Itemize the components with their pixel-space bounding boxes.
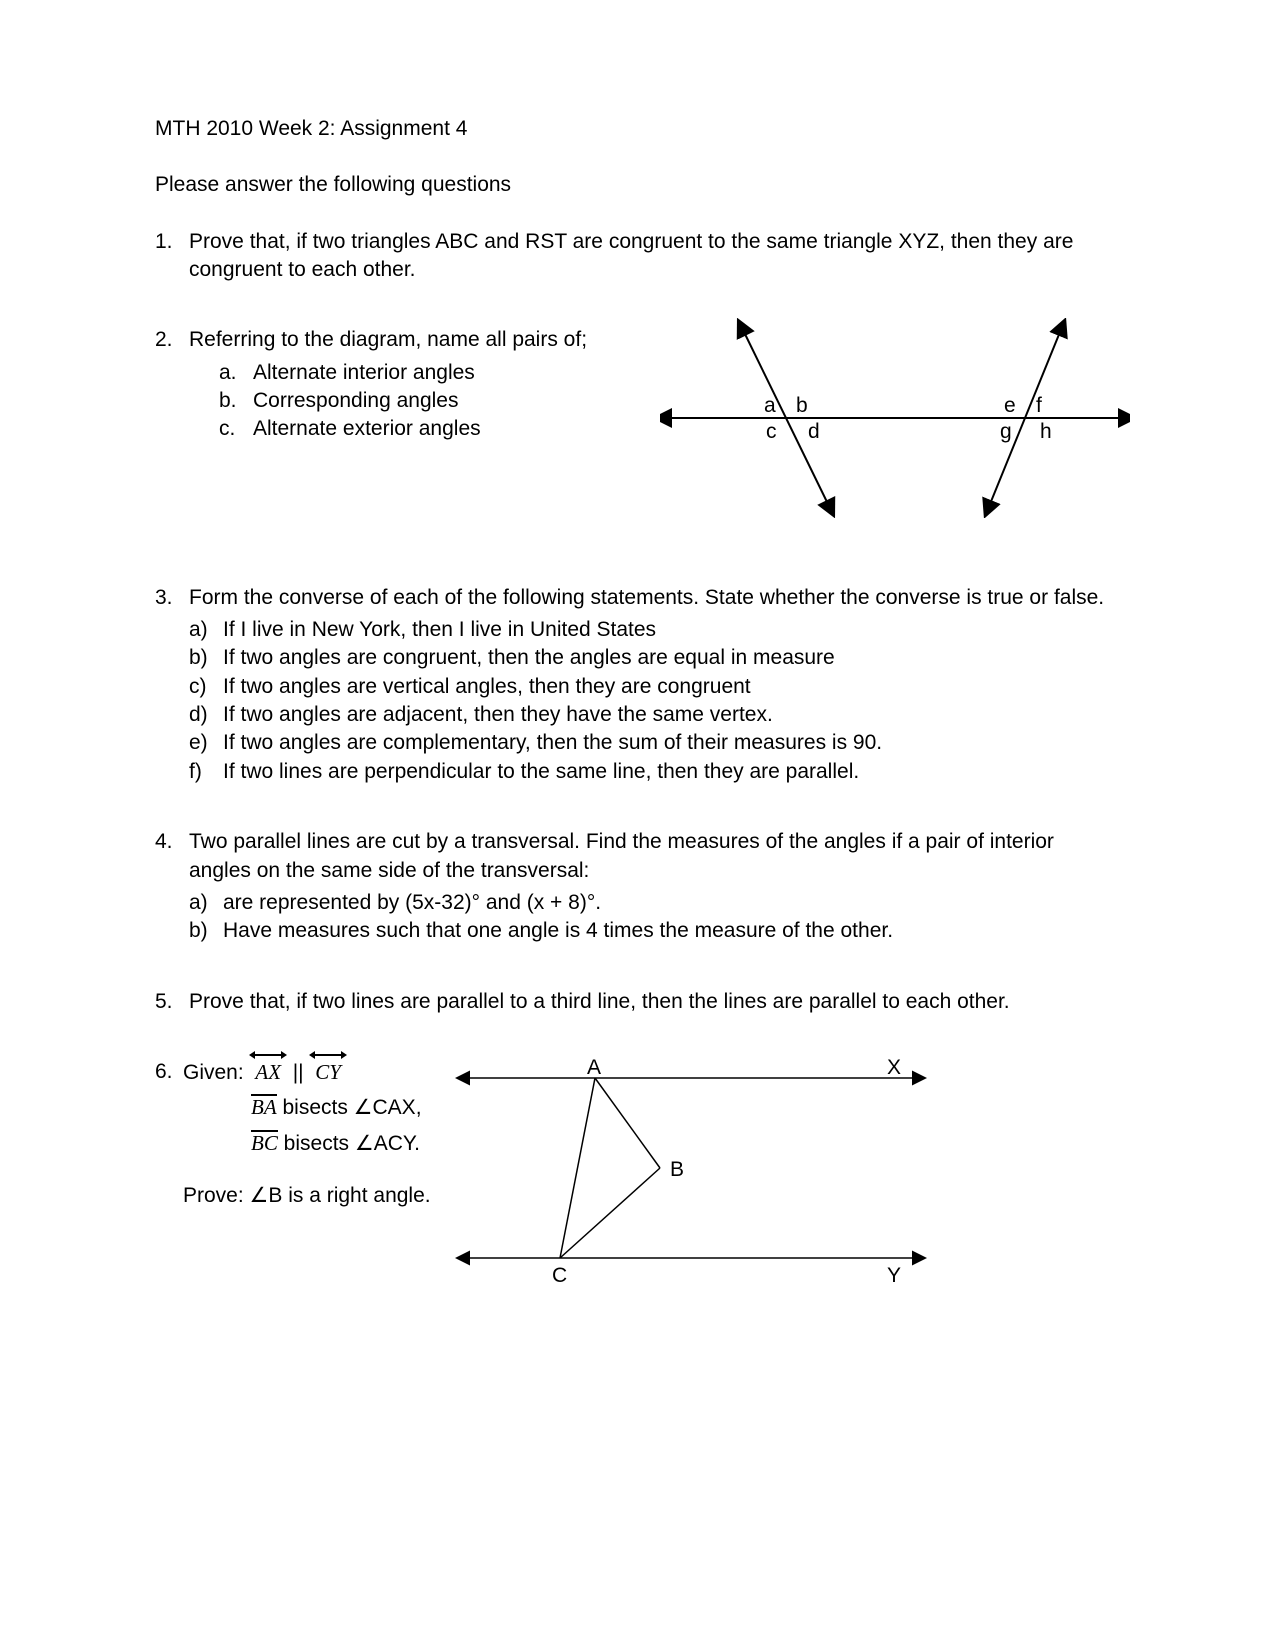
label-h: h — [1040, 420, 1052, 443]
label-A: A — [587, 1058, 601, 1079]
q2a-text: Alternate interior angles — [253, 359, 475, 387]
q4-stem: Two parallel lines are cut by a transver… — [189, 828, 1120, 885]
q1-text: Prove that, if two triangles ABC and RST… — [189, 228, 1120, 285]
q1-number: 1. — [155, 228, 189, 285]
q3-stem: Form the converse of each of the followi… — [189, 584, 1120, 612]
q3-number: 3. — [155, 584, 189, 786]
ba-text: BA — [251, 1095, 277, 1119]
label-b: b — [796, 394, 808, 417]
page-title: MTH 2010 Week 2: Assignment 4 — [155, 115, 1120, 143]
q2c-text: Alternate exterior angles — [253, 415, 481, 443]
q3c-label: c) — [189, 673, 223, 701]
q4-item-b: b)Have measures such that one angle is 4… — [189, 917, 1120, 945]
q3d-label: d) — [189, 701, 223, 729]
ba-bisects-text: bisects ∠CAX, — [277, 1096, 422, 1119]
instructions: Please answer the following questions — [155, 171, 1120, 199]
page: MTH 2010 Week 2: Assignment 4 Please ans… — [0, 0, 1275, 1210]
q3-item-c: c)If two angles are vertical angles, the… — [189, 673, 1120, 701]
q3-item-d: d)If two angles are adjacent, then they … — [189, 701, 1120, 729]
q2a-label: a. — [219, 359, 253, 387]
segment-cy: CY — [315, 1058, 341, 1086]
q6-diagram: A X B C Y — [455, 1058, 935, 1278]
q3-item-b: b)If two angles are congruent, then the … — [189, 644, 1120, 672]
q2-number: 2. — [155, 326, 189, 443]
q3f-label: f) — [189, 758, 223, 786]
q4a-label: a) — [189, 889, 223, 917]
label-e: e — [1004, 394, 1016, 417]
q3-item-e: e)If two angles are complementary, then … — [189, 729, 1120, 757]
q3f-text: If two lines are perpendicular to the sa… — [223, 758, 859, 786]
q3e-label: e) — [189, 729, 223, 757]
label-X: X — [887, 1058, 901, 1079]
question-5: 5. Prove that, if two lines are parallel… — [155, 988, 1120, 1016]
label-c: c — [766, 420, 777, 443]
q6-number: 6. — [155, 1058, 183, 1210]
bc-bisects-text: bisects ∠ACY. — [278, 1132, 420, 1155]
q4a-text: are represented by (5x-32)° and (x + 8)°… — [223, 889, 601, 917]
q5-text: Prove that, if two lines are parallel to… — [189, 988, 1120, 1016]
label-d: d — [808, 420, 820, 443]
q3b-text: If two angles are congruent, then the an… — [223, 644, 835, 672]
q3b-label: b) — [189, 644, 223, 672]
label-a: a — [764, 394, 776, 417]
cy-text: CY — [315, 1060, 341, 1084]
q3a-text: If I live in New York, then I live in Un… — [223, 616, 656, 644]
overline-icon — [251, 1130, 278, 1132]
q4-number: 4. — [155, 828, 189, 945]
q2-diagram: a b c d e f g h — [660, 318, 1130, 518]
q2b-label: b. — [219, 387, 253, 415]
label-Y: Y — [887, 1264, 901, 1287]
segment-ax: AX — [255, 1058, 281, 1086]
label-C: C — [552, 1264, 567, 1287]
label-f: f — [1036, 394, 1042, 417]
q3-item-f: f)If two lines are perpendicular to the … — [189, 758, 1120, 786]
parallel-symbol: || — [293, 1061, 304, 1084]
double-arrow-icon — [313, 1054, 343, 1056]
bc-text: BC — [251, 1131, 278, 1155]
ax-text: AX — [255, 1060, 281, 1084]
segment-ba: BA — [251, 1093, 277, 1121]
label-g: g — [1000, 420, 1012, 443]
question-1: 1. Prove that, if two triangles ABC and … — [155, 228, 1120, 285]
q4b-label: b) — [189, 917, 223, 945]
q3d-text: If two angles are adjacent, then they ha… — [223, 701, 773, 729]
q3a-label: a) — [189, 616, 223, 644]
q6-given-label: Given: — [183, 1061, 244, 1084]
q2b-text: Corresponding angles — [253, 387, 458, 415]
label-B: B — [670, 1158, 684, 1181]
double-arrow-icon — [253, 1054, 283, 1056]
question-3: 3. Form the converse of each of the foll… — [155, 584, 1120, 786]
question-2: 2. Referring to the diagram, name all pa… — [155, 326, 1120, 443]
segment-bc: BC — [251, 1129, 278, 1157]
question-4: 4. Two parallel lines are cut by a trans… — [155, 828, 1120, 945]
q3-item-a: a)If I live in New York, then I live in … — [189, 616, 1120, 644]
overline-icon — [251, 1094, 277, 1096]
q4b-text: Have measures such that one angle is 4 t… — [223, 917, 893, 945]
q2c-label: c. — [219, 415, 253, 443]
q3c-text: If two angles are vertical angles, then … — [223, 673, 751, 701]
question-6: 6. Given: AX || CY BA bisects ∠CAX, BC b… — [155, 1058, 1120, 1210]
q3e-text: If two angles are complementary, then th… — [223, 729, 882, 757]
q4-item-a: a)are represented by (5x-32)° and (x + 8… — [189, 889, 1120, 917]
q5-number: 5. — [155, 988, 189, 1016]
